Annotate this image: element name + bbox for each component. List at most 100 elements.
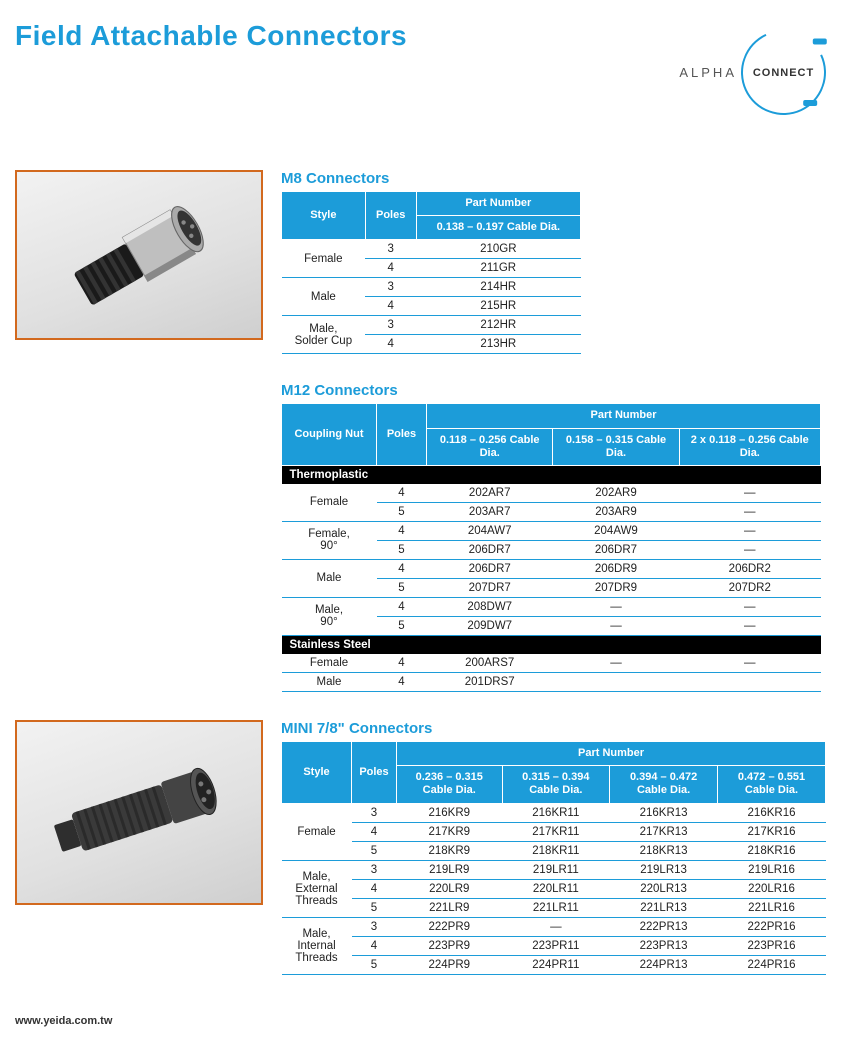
col-dia2: 0.158 – 0.315 Cable Dia. xyxy=(553,428,679,465)
col-poles: Poles xyxy=(365,192,416,240)
table-row: Male4206DR7206DR9206DR2 xyxy=(282,559,821,578)
data-cell: 223PR9 xyxy=(397,936,503,955)
data-cell: 211GR xyxy=(416,259,580,278)
data-cell: 207DR9 xyxy=(553,578,679,597)
data-cell: 216KR9 xyxy=(397,803,503,822)
data-cell: 221LR9 xyxy=(397,898,503,917)
data-cell: 224PR11 xyxy=(502,955,610,974)
data-cell: 218KR9 xyxy=(397,841,503,860)
data-cell: 206DR7 xyxy=(553,540,679,559)
data-cell: 4 xyxy=(377,597,427,616)
data-cell: 220LR9 xyxy=(397,879,503,898)
table-row: Male, 90°4208DW7—— xyxy=(282,597,821,616)
data-cell: 222PR13 xyxy=(610,917,718,936)
data-cell: 200ARS7 xyxy=(427,654,553,673)
data-cell: 221LR13 xyxy=(610,898,718,917)
data-cell: 216KR11 xyxy=(502,803,610,822)
data-cell: 218KR16 xyxy=(718,841,826,860)
footer-url: www.yeida.com.tw xyxy=(15,1015,826,1027)
data-cell: 220LR16 xyxy=(718,879,826,898)
table-row: 4217KR9217KR11217KR13217KR16 xyxy=(282,822,826,841)
style-cell: Female xyxy=(282,484,377,522)
table-row: 4223PR9223PR11223PR13223PR16 xyxy=(282,936,826,955)
data-cell: 4 xyxy=(365,259,416,278)
data-cell: 4 xyxy=(377,484,427,503)
data-cell: 206DR7 xyxy=(427,559,553,578)
data-cell: 206DR7 xyxy=(427,540,553,559)
col-dia1: 0.236 – 0.315 Cable Dia. xyxy=(397,766,503,803)
data-cell: 4 xyxy=(352,822,397,841)
data-cell: — xyxy=(679,521,820,540)
data-cell: — xyxy=(679,654,820,673)
table-row: 4220LR9220LR11220LR13220LR16 xyxy=(282,879,826,898)
style-cell: Male xyxy=(282,278,366,316)
data-cell: 203AR9 xyxy=(553,502,679,521)
data-cell: — xyxy=(502,917,610,936)
data-cell: 4 xyxy=(352,936,397,955)
data-cell: 214HR xyxy=(416,278,580,297)
data-cell: 217KR16 xyxy=(718,822,826,841)
table-row: 5224PR9224PR11224PR13224PR16 xyxy=(282,955,826,974)
logo-circle-icon: CONNECT xyxy=(729,18,838,127)
data-cell: 5 xyxy=(377,502,427,521)
table-row: Male4201DRS7 xyxy=(282,672,821,691)
data-cell: 220LR11 xyxy=(502,879,610,898)
data-cell: 3 xyxy=(365,316,416,335)
data-cell: 5 xyxy=(377,616,427,635)
data-cell: 204AW9 xyxy=(553,521,679,540)
data-cell: 216KR16 xyxy=(718,803,826,822)
data-cell: 212HR xyxy=(416,316,580,335)
m8-table: Style Poles Part Number 0.138 – 0.197 Ca… xyxy=(281,191,581,354)
mini-table: Style Poles Part Number 0.236 – 0.315 Ca… xyxy=(281,741,826,975)
col-poles: Poles xyxy=(377,404,427,466)
data-cell: 204AW7 xyxy=(427,521,553,540)
data-cell: — xyxy=(553,597,679,616)
data-cell xyxy=(679,672,820,691)
data-cell: 206DR9 xyxy=(553,559,679,578)
col-dia4: 0.472 – 0.551 Cable Dia. xyxy=(718,766,826,803)
page-title: Field Attachable Connectors xyxy=(15,20,407,52)
data-cell: — xyxy=(679,484,820,503)
data-cell: 209DW7 xyxy=(427,616,553,635)
table-row: Male, External Threads3219LR9219LR11219L… xyxy=(282,860,826,879)
data-cell: 217KR9 xyxy=(397,822,503,841)
table-row: Male, Solder Cup3212HR xyxy=(282,316,581,335)
data-cell: 223PR11 xyxy=(502,936,610,955)
data-cell: 4 xyxy=(377,654,427,673)
table-row: Female4202AR7202AR9— xyxy=(282,484,821,503)
logo-right-text: CONNECT xyxy=(753,66,814,78)
table-row: 5218KR9218KR11218KR13218KR16 xyxy=(282,841,826,860)
style-cell: Female, 90° xyxy=(282,521,377,559)
data-cell: 224PR9 xyxy=(397,955,503,974)
col-coupling: Coupling Nut xyxy=(282,404,377,466)
data-cell: 202AR9 xyxy=(553,484,679,503)
connector-icon xyxy=(29,731,249,894)
logo-left-text: ALPHA xyxy=(679,65,737,80)
data-cell: 3 xyxy=(365,278,416,297)
style-cell: Male xyxy=(282,559,377,597)
data-cell: 207DR2 xyxy=(679,578,820,597)
table-row: Female4200ARS7—— xyxy=(282,654,821,673)
data-cell: 210GR xyxy=(416,240,580,259)
mini-connector-image xyxy=(15,720,263,905)
data-cell: 5 xyxy=(377,540,427,559)
style-cell: Male, 90° xyxy=(282,597,377,635)
mini-section: MINI 7/8" Connectors Style Poles Part Nu… xyxy=(15,720,826,975)
m12-table: Coupling Nut Poles Part Number 0.118 – 0… xyxy=(281,403,821,692)
data-cell: 5 xyxy=(352,955,397,974)
data-cell: 219LR11 xyxy=(502,860,610,879)
data-cell: 224PR16 xyxy=(718,955,826,974)
section-label: Thermoplastic xyxy=(282,465,821,484)
table-row: Male, Internal Threads3222PR9—222PR13222… xyxy=(282,917,826,936)
data-cell: 4 xyxy=(365,297,416,316)
col-dia3: 2 x 0.118 – 0.256 Cable Dia. xyxy=(679,428,820,465)
data-cell: — xyxy=(553,654,679,673)
connector-plug-icon xyxy=(803,100,817,106)
data-cell: — xyxy=(679,540,820,559)
col-partnum: Part Number xyxy=(416,192,580,216)
data-cell: 222PR9 xyxy=(397,917,503,936)
data-cell: — xyxy=(679,616,820,635)
col-dia1: 0.138 – 0.197 Cable Dia. xyxy=(416,216,580,240)
data-cell: — xyxy=(679,597,820,616)
data-cell: 215HR xyxy=(416,297,580,316)
